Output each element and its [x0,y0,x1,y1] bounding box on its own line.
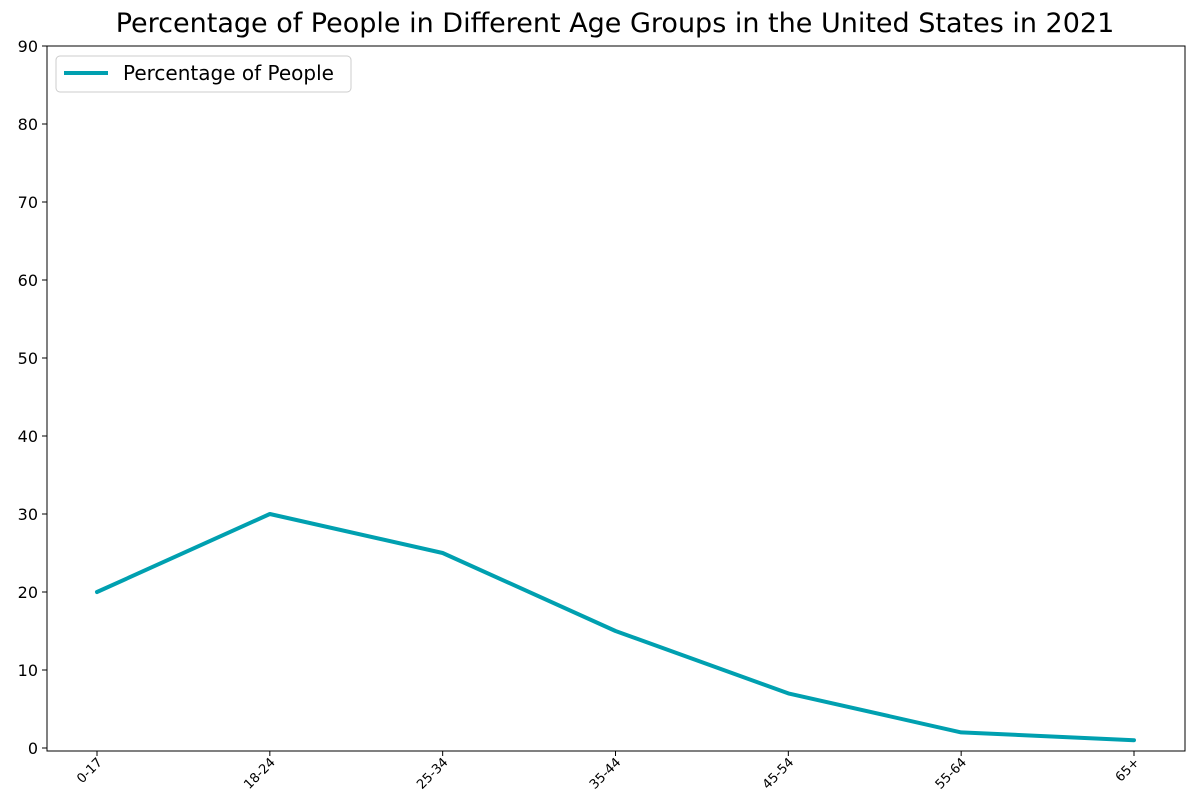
y-tick-label: 40 [18,427,38,446]
y-tick-label: 80 [18,115,38,134]
x-tick-label: 35-44 [587,755,624,792]
x-tick-label: 45-54 [760,755,797,792]
y-tick-label: 60 [18,271,38,290]
x-tick-label: 18-24 [241,755,278,792]
legend: Percentage of People [55,55,352,93]
x-tick-label: 55-64 [933,755,970,792]
series-line [95,512,1136,743]
y-tick-label: 20 [18,583,38,602]
series-layer [95,512,1136,743]
x-tick-label: 65+ [1113,755,1143,785]
legend-label: Percentage of People [123,61,334,85]
y-tick-label: 0 [28,739,38,758]
legend-box [55,55,352,93]
axes-frame [46,45,1186,752]
y-axis: 0 10 20 30 40 50 60 70 80 90 [18,37,47,758]
y-tick-label: 10 [18,661,38,680]
y-tick-label: 70 [18,193,38,212]
chart-title: Percentage of People in Different Age Gr… [115,8,1115,39]
x-tick-label: 0-17 [74,755,105,786]
plot-area-border [46,45,1186,752]
x-axis: 0-17 18-24 25-34 35-44 45-54 55-64 65+ [74,751,1143,793]
y-tick-label: 90 [18,37,38,56]
y-tick-label: 30 [18,505,38,524]
y-tick-label: 50 [18,349,38,368]
x-tick-label: 25-34 [414,755,451,792]
